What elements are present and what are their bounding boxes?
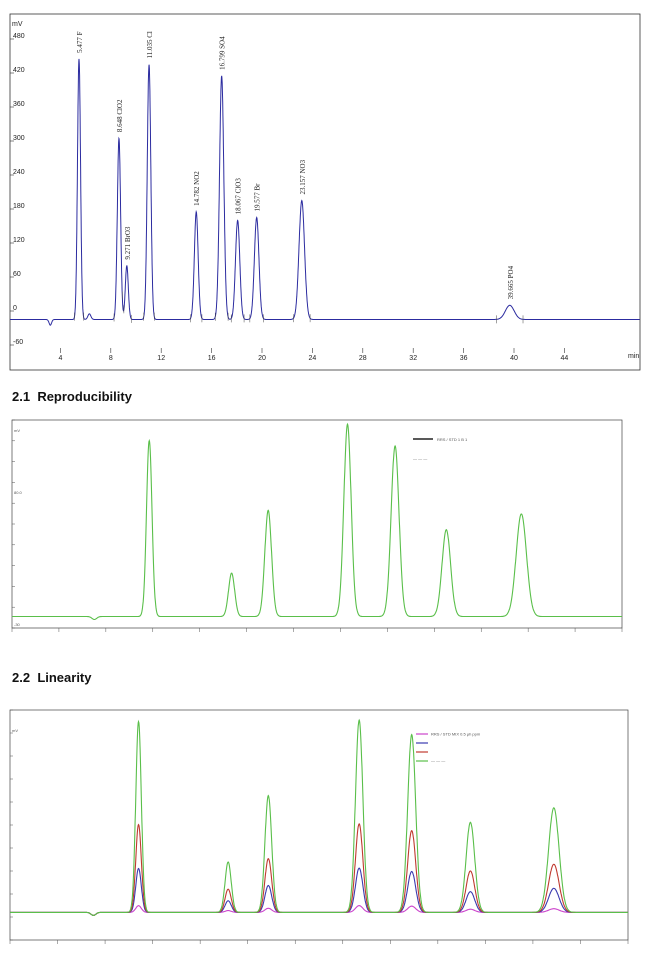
legend-entry: RRS / STD MIX 0.5 µh ppm [431, 732, 481, 737]
legend-entry: — — — [413, 456, 427, 461]
peak-label: 39.665 PO4 [507, 265, 515, 299]
peak-label: 11.035 Cl [146, 31, 154, 58]
series-trace [12, 422, 622, 621]
x-tick-label: 20 [258, 355, 266, 362]
y-tick-label: 80.0 [14, 490, 23, 495]
x-axis-unit-label: min [628, 353, 639, 360]
linearity-chart: mV RRS / STD MIX 0.5 µh ppm — — — [9, 709, 629, 944]
plot-frame [9, 13, 641, 371]
reproducibility-panel: mV 80.0 -30 RRS / STD 1 B 1 — — — [0, 414, 650, 648]
peak-label: 23.157 NO3 [299, 159, 307, 194]
y-tick-label: 120 [13, 237, 25, 244]
legend-entry: RRS / STD 1 B 1 [437, 437, 468, 442]
heading-reproducibility-number: 2.1 [12, 389, 31, 404]
x-tick-label: 36 [460, 355, 468, 362]
y-tick-label: -30 [14, 622, 21, 627]
chromatogram-trace [10, 58, 640, 326]
y-axis-unit-label: mV [14, 428, 20, 433]
series-trace [10, 718, 628, 916]
x-tick-label: 40 [510, 355, 518, 362]
x-tick-label: 12 [157, 355, 165, 362]
reproducibility-chart: mV 80.0 -30 RRS / STD 1 B 1 — — — [11, 419, 623, 632]
y-tick-label: 300 [13, 135, 25, 142]
y-tick-label: 180 [13, 203, 25, 210]
y-tick-label: 60 [13, 271, 21, 278]
y-tick-label: 420 [13, 67, 25, 74]
peak-label: 8.648 ClO2 [116, 99, 124, 132]
series-trace [10, 867, 628, 916]
x-tick-label: 32 [409, 355, 417, 362]
y-axis-unit-label: mV [12, 728, 18, 733]
peak-label: 16.799 SO4 [219, 36, 227, 70]
plot-frame [9, 709, 629, 941]
heading-linearity-number: 2.2 [12, 670, 31, 685]
chromatogram-panel: mV min -60 0 60 120 180 240 300 360 420 480 4 8 12 16 20… [0, 0, 650, 372]
x-tick-label: 16 [208, 355, 216, 362]
peak-label: 5.477 F [76, 31, 84, 53]
peak-label: 14.782 NO2 [193, 171, 201, 206]
legend-entry: — — — [431, 759, 445, 764]
peak-label: 18.067 ClO3 [235, 178, 243, 215]
y-axis-unit-label: mV [12, 21, 23, 28]
y-tick-label: 480 [13, 33, 25, 40]
heading-linearity: 2.2 Linearity [12, 670, 92, 685]
y-tick-label: 0 [13, 305, 17, 312]
x-tick-label: 24 [309, 355, 317, 362]
ion-chromatogram-chart: mV min -60 0 60 120 180 240 300 360 420 480 4 8 12 16 20… [9, 13, 641, 371]
peak-label: 19.577 Br [254, 183, 262, 212]
series-trace [10, 905, 628, 916]
linearity-panel: mV RRS / STD MIX 0.5 µh ppm — — — [0, 702, 650, 957]
x-tick-label: 28 [359, 355, 367, 362]
heading-reproducibility-title: Reproducibility [37, 389, 132, 404]
heading-linearity-title: Linearity [37, 670, 92, 685]
y-tick-label: 360 [13, 101, 25, 108]
x-tick-label: 8 [109, 355, 113, 362]
peak-label: 9.271 BrO3 [124, 226, 132, 260]
x-tick-label: 44 [561, 355, 569, 362]
heading-reproducibility: 2.1 Reproducibility [12, 389, 132, 404]
y-tick-label: 240 [13, 169, 25, 176]
y-tick-label: -60 [13, 339, 23, 346]
series-trace [10, 823, 628, 916]
x-tick-label: 4 [58, 355, 62, 362]
